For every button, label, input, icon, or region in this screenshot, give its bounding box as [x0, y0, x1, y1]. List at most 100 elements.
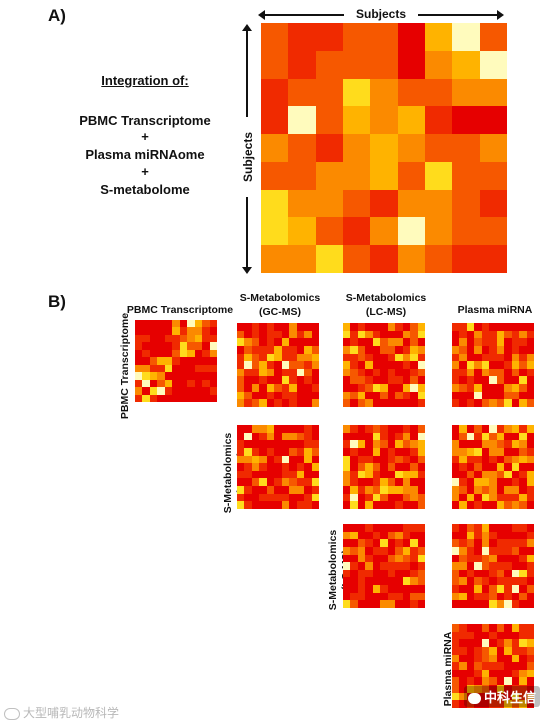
heatmap-cell [387, 376, 396, 385]
heatmap-cell [489, 539, 498, 548]
heatmap-cell [496, 323, 505, 332]
heatmap-cell [474, 463, 483, 472]
heatmap-cell [315, 245, 344, 274]
heatmap-cell [481, 700, 490, 709]
heatmap-cell [237, 345, 245, 354]
heatmap-cell [504, 368, 513, 377]
heatmap-cell [357, 330, 366, 339]
heatmap-cell [452, 368, 460, 377]
heatmap-cell [459, 624, 468, 633]
heatmap-cell [259, 470, 268, 479]
heatmap-cell [466, 646, 475, 655]
row-header-pbmc: PBMC Transcriptome [119, 312, 131, 420]
heatmap-cell [357, 569, 366, 578]
heatmap-cell [311, 361, 320, 370]
heatmap-cell [417, 585, 426, 594]
heatmap-cell [526, 524, 535, 533]
heatmap-cell [288, 134, 317, 163]
heatmap-cell [496, 639, 505, 648]
heatmap-cell [387, 569, 396, 578]
heatmap-cell [526, 493, 535, 502]
heatmap-cell [251, 432, 260, 441]
heatmap-gcms-gcms [237, 425, 320, 510]
heatmap-cell [380, 585, 389, 594]
heatmap-cell [289, 345, 298, 354]
heatmap-cell [380, 376, 389, 385]
heatmap-cell [244, 368, 253, 377]
heatmap-cell [194, 387, 203, 395]
heatmap-cell [481, 554, 490, 563]
heatmap-cell [164, 334, 173, 343]
heatmap-cell [288, 189, 317, 218]
heatmap-cell [496, 654, 505, 663]
heatmap-cell [511, 524, 520, 533]
heatmap-cell [410, 338, 418, 347]
heatmap-cell [489, 338, 498, 347]
heatmap-cell [526, 486, 535, 495]
heatmap-cell [288, 245, 317, 274]
heatmap-cell [149, 342, 158, 351]
heatmap-cell [365, 577, 374, 586]
heatmap-cell [350, 353, 359, 362]
heatmap-cell [395, 376, 404, 385]
heatmap-cell [519, 501, 527, 510]
heatmap-cell [526, 692, 535, 701]
heatmap-cell [387, 345, 396, 354]
heatmap-cell [459, 455, 468, 464]
heatmap-cell [135, 357, 143, 366]
heatmap-cell [417, 455, 426, 464]
heatmap-cell [135, 379, 143, 388]
heatmap-cell [296, 399, 305, 408]
heatmap-cell [425, 189, 453, 218]
heatmap-cell [489, 600, 498, 609]
heatmap-cell [452, 639, 460, 648]
heatmap-cell [237, 463, 245, 472]
heatmap-cell [281, 463, 290, 472]
heatmap-cell [244, 391, 253, 400]
heatmap-cell [402, 524, 411, 533]
heatmap-cell [474, 486, 483, 495]
heatmap-cell [519, 562, 527, 571]
heatmap-cell [387, 524, 396, 533]
heatmap-cell [357, 455, 366, 464]
heatmap-cell [489, 624, 498, 633]
heatmap-cell [417, 368, 426, 377]
heatmap-cell [402, 447, 411, 456]
heatmap-cell [179, 327, 188, 336]
heatmap-cell [504, 592, 513, 601]
heatmap-cell [365, 376, 374, 385]
heatmap-cell [296, 353, 305, 362]
heatmap-cell [452, 455, 460, 464]
heatmap-cell [519, 662, 527, 671]
heatmap-cell [289, 399, 298, 408]
heatmap-cell [380, 524, 389, 533]
heatmap-cell [387, 384, 396, 393]
heatmap-cell [466, 345, 475, 354]
heatmap-cell [142, 372, 151, 381]
heatmap-cell [380, 592, 389, 601]
heatmap-cell [526, 700, 535, 709]
heatmap-cell [519, 639, 527, 648]
heatmap-cell [380, 425, 389, 434]
heatmap-cell [466, 399, 475, 408]
heatmap-cell [274, 376, 283, 385]
heatmap-cell [496, 585, 505, 594]
heatmap-cell [372, 600, 381, 609]
heatmap-cell [387, 432, 396, 441]
heatmap-cell [350, 323, 359, 332]
heatmap-cell [237, 432, 245, 441]
heatmap-cell [266, 493, 275, 502]
heatmap-cell [281, 345, 290, 354]
heatmap-cell [402, 539, 411, 548]
heatmap-cell [296, 470, 305, 479]
heatmap-cell [395, 470, 404, 479]
heatmap-cell [343, 486, 351, 495]
heatmap-cell [410, 562, 418, 571]
heatmap-cell [410, 463, 418, 472]
heatmap-cell [459, 470, 468, 479]
heatmap-cell [496, 600, 505, 609]
heatmap-cell [274, 501, 283, 510]
heatmap-cell [481, 692, 490, 701]
heatmap-cell [370, 217, 399, 246]
heatmap-cell [452, 189, 481, 218]
